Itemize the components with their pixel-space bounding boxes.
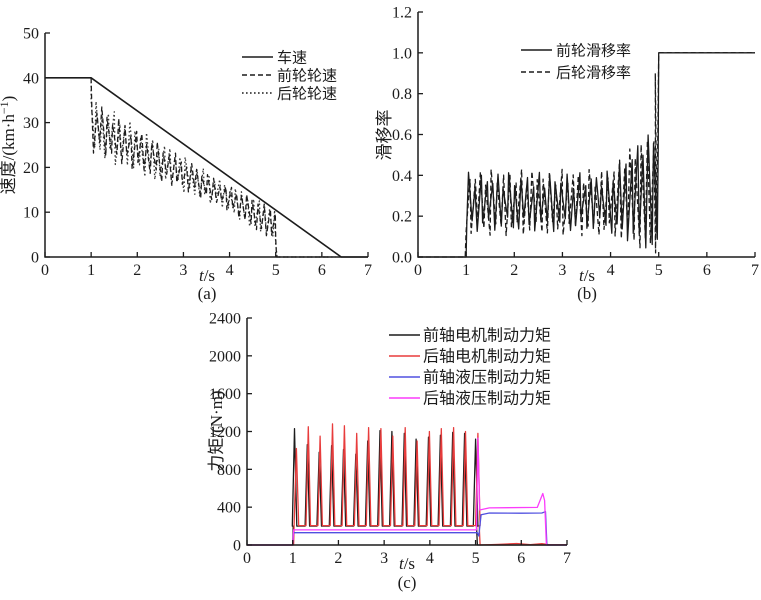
- panel-c-ylabel: 力矩/(N·m): [207, 390, 226, 471]
- x-tick-label: 1: [462, 262, 470, 279]
- panel-c-caption: (c): [398, 573, 417, 592]
- series-rear-hydraulic-brake-torque: [247, 437, 567, 546]
- panel-b-xlabel: t/s: [579, 266, 595, 285]
- x-tick-label: 2: [133, 262, 141, 279]
- legend-item-front-motor-brake-torque: 前轴电机制动力矩: [389, 327, 551, 345]
- x-tick-label: 6: [517, 550, 525, 567]
- y-tick-label: 30: [23, 115, 39, 132]
- legend-label-rear-slip-ratio: 后轮滑移率: [556, 65, 631, 82]
- legend-item-rear-motor-brake-torque: 后轴电机制动力矩: [389, 348, 551, 366]
- y-tick-label: 2400: [209, 311, 241, 328]
- legend-item-rear-wheel-speed: 后轮轮速: [242, 86, 337, 103]
- x-tick-label: 3: [179, 262, 187, 279]
- y-tick-label: 0: [233, 538, 241, 555]
- y-tick-label: 1.0: [392, 45, 412, 62]
- legend-item-front-hydraulic-brake-torque: 前轴液压制动力矩: [389, 369, 551, 387]
- y-tick-label: 0.0: [392, 250, 412, 267]
- y-tick-label: 0.4: [392, 168, 412, 185]
- x-tick-label: 7: [364, 262, 372, 279]
- legend-label-rear-hydraulic-brake-torque: 后轴液压制动力矩: [423, 390, 551, 408]
- y-tick-label: 40: [23, 70, 39, 87]
- series-vehicle-speed: [45, 77, 368, 258]
- panel-b-ylabel: 滑移率: [375, 110, 394, 161]
- y-tick-label: 50: [23, 26, 39, 43]
- y-tick-label: 0.2: [392, 209, 412, 226]
- panel-a-caption: (a): [198, 284, 217, 303]
- panel-c-plot: 0 1 2 3 4 5 6 7 0 400 800 1200 1600 2000 2400 前轴电机制动力矩后…: [209, 311, 571, 568]
- x-tick-label: 1: [87, 262, 95, 279]
- x-tick-label: 7: [563, 550, 571, 567]
- legend-label-front-wheel-speed: 前轮轮速: [277, 68, 337, 85]
- y-tick-label: 1200: [209, 424, 241, 441]
- legend-label-vehicle-speed: 车速: [277, 50, 307, 67]
- x-tick-label: 2: [334, 550, 342, 567]
- y-tick-label: 800: [217, 462, 241, 479]
- y-tick-label: 400: [217, 500, 241, 517]
- legend-item-rear-hydraulic-brake-torque: 后轴液压制动力矩: [389, 390, 551, 408]
- y-tick-label: 0.8: [392, 86, 412, 103]
- panel-b-caption: (b): [577, 284, 597, 303]
- x-tick-label: 6: [703, 262, 711, 279]
- legend-label-front-slip-ratio: 前轮滑移率: [556, 43, 631, 60]
- x-tick-label: 1: [289, 550, 297, 567]
- legend-item-rear-slip-ratio: 后轮滑移率: [521, 65, 631, 82]
- y-tick-label: 10: [23, 205, 39, 222]
- panel-a-ylabel: 速度/(km·h−1): [0, 96, 18, 195]
- series-front-slip-ratio: [418, 52, 755, 258]
- legend-label-front-motor-brake-torque: 前轴电机制动力矩: [423, 327, 551, 345]
- x-tick-label: 5: [272, 262, 280, 279]
- legend-item-vehicle-speed: 车速: [242, 50, 307, 67]
- x-tick-label: 2: [510, 262, 518, 279]
- x-tick-label: 0: [243, 550, 251, 567]
- x-tick-label: 3: [380, 550, 388, 567]
- y-tick-label: 20: [23, 160, 39, 177]
- legend-item-front-slip-ratio: 前轮滑移率: [521, 43, 631, 60]
- x-tick-label: 4: [226, 262, 234, 279]
- panel-b: 0 1 2 3 4 5 6 70.00.20.40.60.81.01.2前轮滑移率后轮滑移率 …: [375, 5, 759, 304]
- panel-c: 0 1 2 3 4 5 6 7 0 400 800 1200 1600 2000 2400 前轴电机制动力矩后…: [207, 311, 571, 593]
- x-tick-label: 6: [318, 262, 326, 279]
- x-tick-label: 3: [558, 262, 566, 279]
- x-tick-label: 0: [414, 262, 422, 279]
- legend-label-rear-motor-brake-torque: 后轴电机制动力矩: [423, 348, 551, 366]
- y-tick-label: 0.6: [392, 127, 412, 144]
- y-tick-label: 2000: [209, 348, 241, 365]
- x-tick-label: 0: [41, 262, 49, 279]
- y-tick-label: 1600: [209, 386, 241, 403]
- panel-a-xlabel: t/s: [199, 266, 215, 285]
- legend-label-rear-wheel-speed: 后轮轮速: [277, 86, 337, 103]
- x-tick-label: 7: [751, 262, 759, 279]
- legend-label-front-hydraulic-brake-torque: 前轴液压制动力矩: [423, 369, 551, 387]
- panel-c-xlabel: t/s: [399, 554, 415, 573]
- x-tick-label: 4: [426, 550, 434, 567]
- y-tick-label: 1.2: [392, 5, 412, 22]
- x-tick-label: 5: [472, 550, 480, 567]
- legend-item-front-wheel-speed: 前轮轮速: [242, 68, 337, 85]
- x-tick-label: 5: [655, 262, 663, 279]
- x-tick-label: 4: [607, 262, 615, 279]
- y-tick-label: 0: [31, 250, 39, 267]
- series-front-wheel-speed: [90, 77, 329, 258]
